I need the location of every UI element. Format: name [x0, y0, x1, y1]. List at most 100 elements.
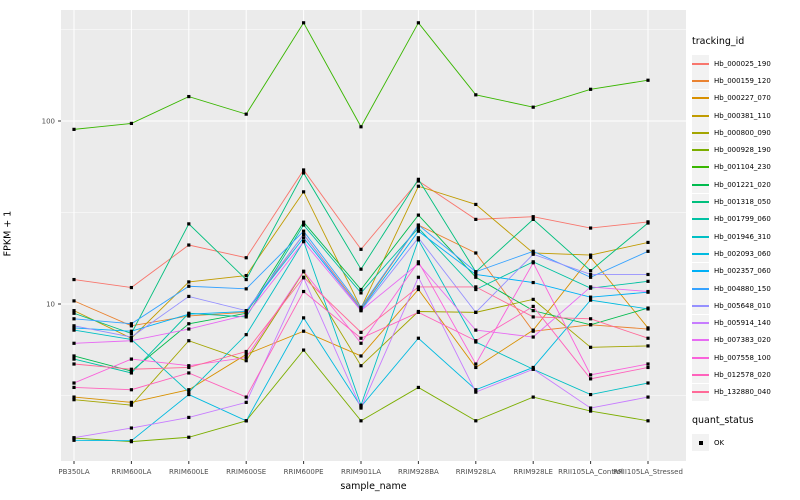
quant-status-legend: quant_status OK [692, 415, 798, 452]
data-point [187, 365, 191, 370]
data-point [359, 287, 363, 292]
legend-key-swatch [692, 141, 709, 159]
data-point [244, 395, 248, 399]
data-point [187, 243, 191, 247]
legend-item-label: Hb_007383_020 [714, 336, 771, 345]
data-point [589, 285, 593, 289]
data-point [129, 322, 133, 326]
data-point [302, 232, 306, 237]
x-tick-label: RRII105LA_Stressed [613, 468, 683, 476]
data-point [589, 409, 593, 413]
data-point [187, 280, 191, 284]
data-point [244, 311, 248, 315]
data-point [72, 324, 76, 328]
data-point [129, 426, 133, 430]
data-point [72, 127, 76, 131]
data-point [72, 299, 76, 303]
data-point [129, 285, 133, 290]
data-point [129, 329, 133, 333]
data-point [474, 93, 478, 97]
data-point [359, 291, 363, 295]
y-tick-label: 10 [46, 301, 55, 309]
data-point [187, 390, 191, 394]
y-tick-label: 100 [42, 118, 55, 126]
data-point [474, 202, 478, 207]
data-point [474, 419, 478, 423]
legend-item-label: Hb_002093_060 [714, 249, 771, 258]
data-point [302, 316, 306, 320]
legend-key-line [692, 114, 709, 117]
data-point [646, 249, 650, 253]
legend-key-swatch [692, 89, 709, 107]
data-point [589, 323, 593, 327]
legend-key-line [692, 166, 709, 169]
data-point [187, 312, 191, 316]
data-point [187, 284, 191, 288]
data-point [416, 223, 420, 227]
black-square-point-icon [698, 440, 703, 445]
data-point [359, 267, 363, 271]
data-point [187, 392, 191, 397]
data-point [589, 345, 593, 349]
data-point [531, 365, 535, 370]
x-tick-label: RRIM928LA [456, 468, 496, 476]
data-point [646, 221, 650, 225]
data-point [474, 310, 478, 314]
data-point [72, 438, 76, 442]
data-point [302, 236, 306, 240]
data-point [359, 341, 363, 345]
legend-item-label: Hb_001104_230 [714, 163, 771, 172]
y-axis-title: FPKM + 1 [2, 210, 14, 257]
data-point [72, 362, 76, 366]
data-point [302, 21, 306, 25]
legend-key-swatch [692, 383, 709, 401]
data-point [244, 352, 248, 357]
legend-key-line [692, 287, 709, 290]
data-point [589, 373, 593, 377]
data-point [416, 177, 420, 181]
legend-item: Hb_007383_020 [692, 331, 798, 349]
data-point [359, 336, 363, 340]
x-tick-label: RRII105LA_Control [558, 468, 623, 476]
legend-item-label: Hb_000800_090 [714, 128, 771, 137]
legend-item-label: Hb_000227_070 [714, 94, 771, 103]
data-point [187, 415, 191, 420]
data-point [244, 273, 248, 278]
data-point [359, 305, 363, 309]
data-point [646, 279, 650, 283]
data-point [244, 355, 248, 360]
legend-key-swatch [692, 124, 709, 142]
data-point [531, 252, 535, 256]
data-point [359, 330, 363, 334]
legend-key-swatch [692, 193, 709, 211]
data-point [474, 362, 478, 366]
data-point [302, 275, 306, 279]
data-point [416, 260, 420, 264]
data-point [474, 251, 478, 255]
data-point [72, 309, 76, 313]
data-point [187, 222, 191, 226]
data-point [244, 256, 248, 260]
x-tick-label: RRIM600LE [169, 468, 209, 476]
legend-item-label: Hb_012578_020 [714, 370, 771, 379]
legend-key-swatch [692, 331, 709, 349]
data-point [129, 339, 133, 343]
data-point [474, 272, 478, 277]
legend-entries: Hb_000025_190 Hb_000159_120 Hb_000227_070 H… [692, 55, 798, 401]
data-point [589, 295, 593, 299]
legend-key-swatch [692, 176, 709, 194]
legend-key-line [692, 304, 709, 307]
legend-item-label: Hb_001799_060 [714, 215, 771, 224]
data-point [359, 419, 363, 423]
data-point [416, 262, 420, 266]
data-point [129, 371, 133, 375]
legend-key-line [692, 218, 709, 221]
data-point [646, 307, 650, 311]
data-point [531, 215, 535, 219]
legend-item: Hb_000159_120 [692, 72, 798, 90]
legend-item: Hb_001946_310 [692, 228, 798, 246]
data-point [129, 403, 133, 407]
data-point [416, 213, 420, 217]
legend-key-line [692, 356, 709, 359]
